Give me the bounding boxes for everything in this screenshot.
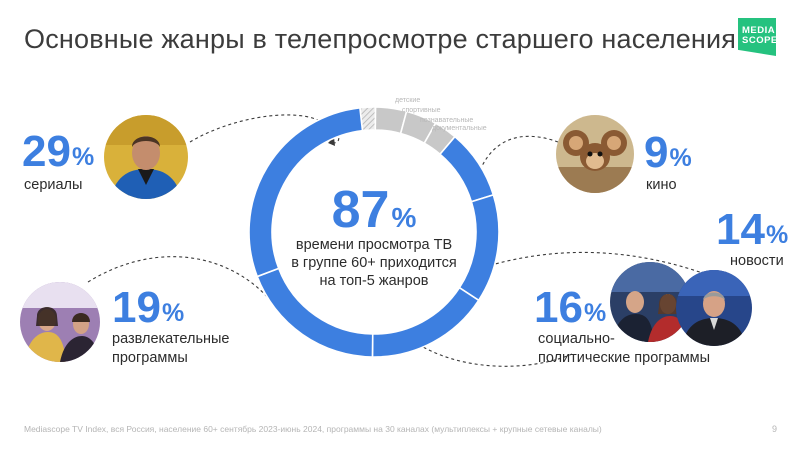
mediascope-logo: MEDIA SCOPE [738, 18, 778, 56]
genre-value-social-political: 16% [534, 283, 607, 332]
small-label-educational: познавательные [420, 117, 474, 124]
genre-value-movies: 9% [644, 128, 692, 177]
connector-series [189, 114, 340, 144]
logo-background [738, 18, 776, 56]
donut-slice-сериалы [248, 106, 364, 278]
center-caption: времени просмотра ТВ в группе 60+ приход… [291, 237, 457, 289]
genre-label-entertainment: развлекательные программы [112, 331, 230, 366]
source-footnote: Mediascope TV Index, вся Россия, населен… [24, 424, 602, 434]
donut-slice-социально-политические-программы [371, 286, 480, 358]
connector-social [414, 341, 573, 367]
genre-label-series: сериалы [24, 177, 83, 193]
photo-news-anchor [676, 270, 752, 346]
page-title: Основные жанры в телепросмотре старшего … [24, 24, 737, 54]
genre-value-series: 29% [22, 127, 95, 176]
center-value: 87% [331, 181, 417, 239]
connector-news [474, 251, 712, 277]
donut-chart [248, 106, 500, 358]
genre-value-news: 14% [716, 205, 789, 254]
logo-text: MEDIA SCOPE [742, 25, 778, 46]
small-label-kids: детские [395, 97, 421, 104]
genre-value-entertainment: 19% [112, 283, 185, 332]
photo-movies-cheburashka [556, 115, 634, 193]
small-label-documentary: документальные [432, 125, 487, 132]
small-label-sports: спортивные [402, 107, 441, 114]
photo-series-actor [104, 115, 188, 199]
genre-label-news: новости [730, 253, 784, 269]
photo-entertainment-show [20, 282, 100, 362]
genre-label-social-political: социально- политические программы [538, 331, 711, 366]
connector-movies [477, 135, 559, 177]
genre-label-movies: кино [646, 177, 677, 193]
page-number: 9 [772, 424, 778, 434]
